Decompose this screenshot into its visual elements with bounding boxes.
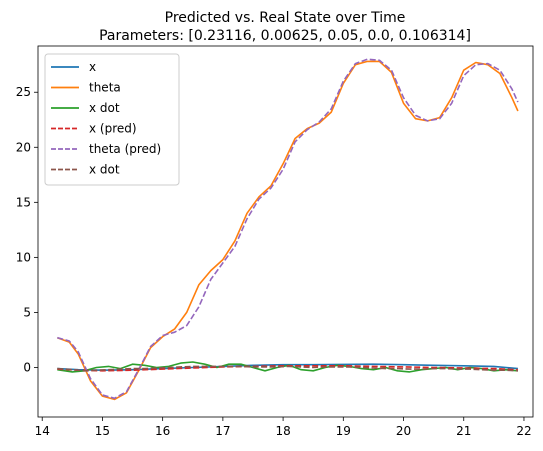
x-tick-label: 18 xyxy=(275,424,290,438)
legend: x theta x dot x (pred) theta (pred) x dot xyxy=(44,53,180,186)
series-line-5 xyxy=(57,365,518,372)
chart-subtitle: Parameters: [0.23116, 0.00625, 0.05, 0.0… xyxy=(99,28,471,44)
x-tick-label: 17 xyxy=(215,424,230,438)
x-tick-label: 19 xyxy=(336,424,351,438)
y-tick-label: 0 xyxy=(23,360,31,374)
legend-label-2: x dot xyxy=(89,101,120,115)
legend-label-1: theta xyxy=(89,81,121,95)
legend-label-0: x xyxy=(89,60,96,74)
series-line-3 xyxy=(57,364,518,372)
axes-frame xyxy=(37,45,534,418)
x-tick-label: 22 xyxy=(516,424,531,438)
y-tick-label: 15 xyxy=(16,195,31,209)
plot-area: 14 15 16 17 18 19 20 21 22 0 5 10 15 20 25 xyxy=(16,45,534,438)
y-tick-label: 10 xyxy=(16,250,31,264)
x-tick-label: 15 xyxy=(95,424,110,438)
series-line-4 xyxy=(57,58,519,400)
chart-title: Predicted vs. Real State over Time xyxy=(165,10,406,26)
legend-label-5: x dot xyxy=(89,163,120,177)
y-tick-label: 25 xyxy=(16,85,31,99)
x-tick-label: 21 xyxy=(456,424,471,438)
x-tick-label: 14 xyxy=(35,424,50,438)
y-tick-label: 5 xyxy=(23,305,31,319)
x-tick-label: 20 xyxy=(396,424,411,438)
legend-label-3: x (pred) xyxy=(89,122,137,136)
legend-label-4: theta (pred) xyxy=(89,142,161,156)
x-tick-label: 16 xyxy=(155,424,170,438)
y-tick-label: 20 xyxy=(16,140,31,154)
